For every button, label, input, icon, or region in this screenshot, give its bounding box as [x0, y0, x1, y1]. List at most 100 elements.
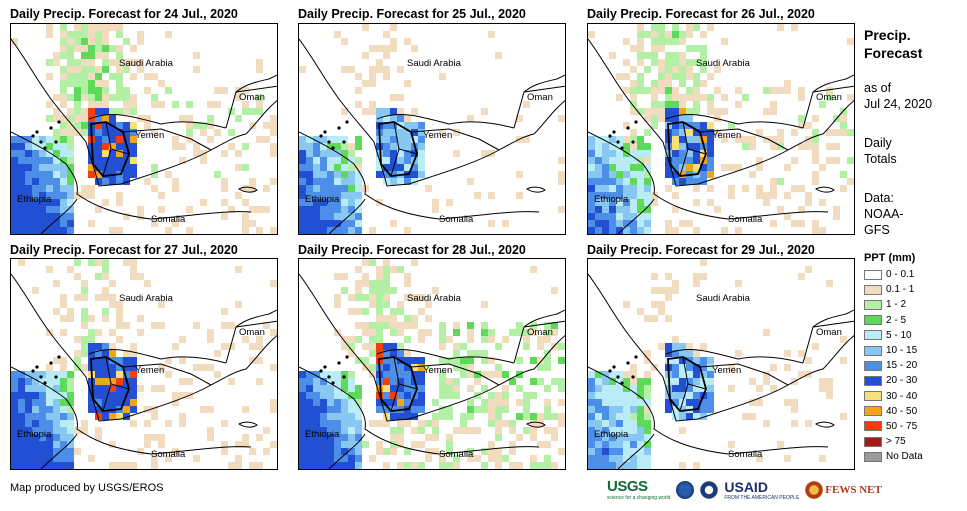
- noaa-seal-icon: [676, 480, 695, 499]
- map-panel-3: Saudi Arabia Oman Yemen Ethiopia Somalia: [587, 23, 855, 235]
- country-label-yemen: Yemen: [423, 365, 452, 376]
- map-panel-6: Saudi Arabia Oman Yemen Ethiopia Somalia: [587, 258, 855, 470]
- country-label-saudi: Saudi Arabia: [407, 58, 462, 69]
- country-label-oman: Oman: [527, 92, 553, 103]
- legend-swatch: [864, 406, 882, 417]
- yemen-governorates: [378, 356, 418, 412]
- usaid-logo-text: USAID: [724, 478, 768, 495]
- yemen-governorate-line-2: [679, 383, 689, 412]
- yemen-governorates: [378, 121, 418, 177]
- yemen-governorates: [90, 121, 130, 177]
- socotra-island: [526, 421, 546, 428]
- country-label-ethiopia: Ethiopia: [594, 194, 629, 205]
- sidebar-data-source: Data: NOAA- GFS: [864, 190, 904, 238]
- legend-label: 1 - 2: [886, 299, 907, 311]
- legend-swatch: [864, 284, 882, 295]
- border-ethiopia: [40, 433, 78, 469]
- panel-title-5: Daily Precip. Forecast for 28 Jul., 2020: [298, 243, 526, 257]
- border-saudi-yemen: [88, 349, 227, 364]
- socotra-island: [238, 421, 258, 428]
- logo-bar: USGS science for a changing world USAID …: [607, 478, 882, 501]
- border-oman-north: [523, 309, 565, 328]
- border-ethiopia: [617, 198, 655, 234]
- country-label-ethiopia: Ethiopia: [594, 429, 629, 440]
- yemen-governorates: [667, 121, 707, 177]
- legend-item: 10 - 15: [864, 343, 923, 358]
- border-saudi-yemen: [665, 114, 804, 129]
- coastline-africa: [11, 131, 252, 220]
- map-panel-1: Saudi Arabia Oman Yemen Ethiopia Somalia: [10, 23, 278, 235]
- map-panel-4: Saudi Arabia Oman Yemen Ethiopia Somalia: [10, 258, 278, 470]
- country-label-ethiopia: Ethiopia: [305, 429, 340, 440]
- yemen-governorate-line-3: [410, 128, 500, 151]
- legend-swatch: [864, 345, 882, 356]
- fews-logo-text: FEWS NET: [825, 483, 882, 496]
- country-label-somalia: Somalia: [151, 214, 186, 225]
- border-saudi-yemen: [376, 114, 515, 129]
- yemen-governorate-line-3: [699, 363, 789, 386]
- precip-map: Saudi Arabia Oman Yemen Ethiopia Somalia: [11, 259, 277, 469]
- red-sea-islands: [31, 120, 61, 150]
- country-label-somalia: Somalia: [728, 449, 763, 460]
- legend-title: PPT (mm): [864, 252, 916, 264]
- legend-swatch: [864, 391, 882, 402]
- legend-swatch: [864, 451, 882, 462]
- red-sea-islands: [319, 120, 349, 150]
- legend-label: 0.1 - 1: [886, 284, 915, 296]
- country-label-oman: Oman: [816, 92, 842, 103]
- sidebar-daily: Daily Totals: [864, 135, 897, 167]
- panel-title-6: Daily Precip. Forecast for 29 Jul., 2020: [587, 243, 815, 257]
- sidebar-data-line2: NOAA-: [864, 207, 904, 221]
- precip-cells: [299, 259, 565, 469]
- legend-item: 50 - 75: [864, 419, 923, 434]
- sidebar-title-line2: Forecast: [864, 45, 923, 61]
- red-sea-islands: [31, 355, 61, 385]
- precip-cells: [11, 259, 277, 469]
- legend: PPT (mm) 0 - 0.1 0.1 - 1 1 - 2 2 - 5 5 - 10 1…: [864, 252, 923, 464]
- usaid-logo-tagline: FROM THE AMERICAN PEOPLE: [724, 494, 800, 501]
- precip-cells: [299, 24, 565, 234]
- legend-swatch: [864, 421, 882, 432]
- legend-label: 15 - 20: [886, 360, 918, 372]
- sidebar-daily-line1: Daily: [864, 136, 892, 150]
- country-label-yemen: Yemen: [712, 130, 741, 141]
- yemen-governorate-line-2: [390, 148, 400, 177]
- country-label-ethiopia: Ethiopia: [17, 194, 52, 205]
- legend-swatch: [864, 436, 882, 447]
- border-ethiopia: [40, 198, 78, 234]
- legend-label: 30 - 40: [886, 390, 918, 402]
- border-oman-north: [235, 309, 277, 328]
- coastline-africa: [299, 131, 540, 220]
- yemen-governorate-line-2: [390, 383, 400, 412]
- socotra-island: [238, 186, 258, 193]
- red-sea-islands: [319, 355, 349, 385]
- panel-title-2: Daily Precip. Forecast for 25 Jul., 2020: [298, 7, 526, 21]
- border-oman-north: [523, 74, 565, 93]
- precip-cells: [588, 259, 847, 469]
- precip-map: Saudi Arabia Oman Yemen Ethiopia Somalia: [588, 259, 854, 469]
- legend-item: 0 - 0.1: [864, 267, 923, 282]
- precip-map: Saudi Arabia Oman Yemen Ethiopia Somalia: [11, 24, 277, 234]
- country-label-yemen: Yemen: [135, 130, 164, 141]
- country-label-oman: Oman: [816, 327, 842, 338]
- border-saudi-yemen: [88, 114, 227, 129]
- legend-label: 40 - 50: [886, 405, 918, 417]
- precip-map: Saudi Arabia Oman Yemen Ethiopia Somalia: [299, 24, 565, 234]
- legend-item: 2 - 5: [864, 313, 923, 328]
- usaid-logo: USAID FROM THE AMERICAN PEOPLE: [724, 479, 799, 501]
- legend-item: 15 - 20: [864, 358, 923, 373]
- precip-cells: [11, 24, 277, 234]
- legend-label: 20 - 30: [886, 375, 918, 387]
- precip-map: Saudi Arabia Oman Yemen Ethiopia Somalia: [588, 24, 854, 234]
- country-label-somalia: Somalia: [728, 214, 763, 225]
- legend-item: 40 - 50: [864, 404, 923, 419]
- country-label-oman: Oman: [239, 327, 265, 338]
- panel-title-4: Daily Precip. Forecast for 27 Jul., 2020: [10, 243, 238, 257]
- panel-title-3: Daily Precip. Forecast for 26 Jul., 2020: [587, 7, 815, 21]
- border-saudi-yemen: [376, 349, 515, 364]
- legend-label: No Data: [886, 451, 923, 463]
- yemen-governorates: [667, 356, 707, 412]
- sidebar-data-line3: GFS: [864, 223, 890, 237]
- border-ethiopia: [328, 433, 366, 469]
- border-oman-north: [235, 74, 277, 93]
